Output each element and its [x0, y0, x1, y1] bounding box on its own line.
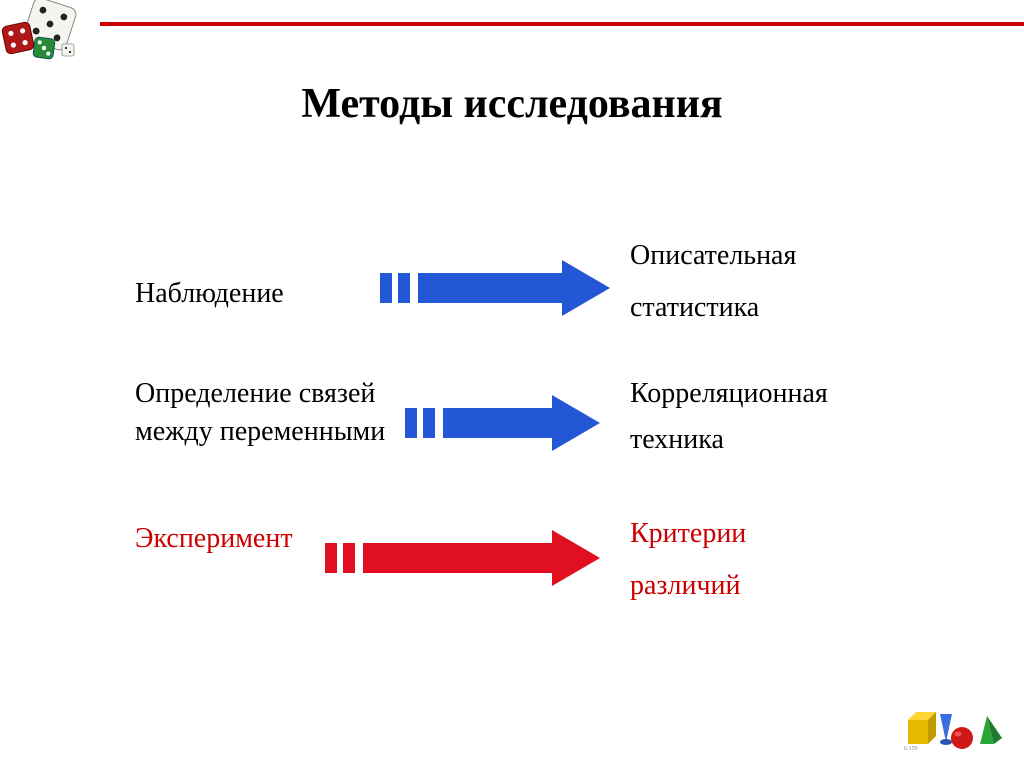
right-line2: различий	[630, 570, 950, 602]
geometric-shapes-icon: 6.159	[902, 692, 1012, 757]
method-right-1: Корреляционная техника	[630, 378, 950, 456]
right-line1: Описательная	[630, 240, 950, 272]
arrow-icon	[405, 395, 600, 456]
svg-text:6.159: 6.159	[904, 746, 918, 752]
arrow-icon	[380, 260, 610, 321]
right-line2: техника	[630, 424, 950, 456]
page-title: Методы исследования	[0, 80, 1024, 128]
method-left-0: Наблюдение	[135, 275, 395, 313]
right-line1: Корреляционная	[630, 378, 950, 410]
method-right-0: Описательная статистика	[630, 240, 950, 324]
method-left-1: Определение связей между переменными	[135, 375, 395, 451]
arrow-icon	[325, 530, 600, 591]
method-right-2: Критерии различий	[630, 518, 950, 602]
right-line1: Критерии	[630, 518, 950, 550]
dice-decoration-icon	[0, 0, 95, 70]
right-line2: статистика	[630, 292, 950, 324]
header-accent-bar	[100, 22, 1024, 26]
